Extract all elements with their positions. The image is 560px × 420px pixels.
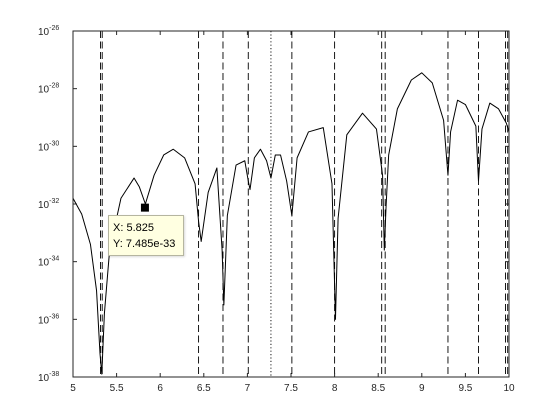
data-tip-y: Y: 7.485e-33	[113, 238, 176, 250]
x-tick-label: 7.5	[284, 383, 298, 394]
y-tick-label: 10-36	[38, 313, 59, 326]
x-tick-label: 5.5	[110, 383, 124, 394]
y-tick-label: 10-28	[38, 83, 59, 96]
x-ticks-group: 5 5.5 6 6.5 7 7.5 8 8.5 9 9.5 10	[70, 31, 515, 394]
x-tick-label: 8	[332, 383, 338, 394]
x-tick-label: 10	[503, 383, 515, 394]
data-marker[interactable]	[140, 203, 149, 212]
x-tick-label: 9	[419, 383, 425, 394]
y-ticks-group: 10-26 10-28 10-30 10-32 10-34 10-36 10-38	[38, 25, 509, 384]
x-tick-label: 9.5	[458, 383, 472, 394]
x-tick-label: 7	[245, 383, 251, 394]
series-group	[72, 72, 510, 375]
y-tick-label: 10-32	[38, 198, 59, 211]
y-tick-label: 10-34	[38, 256, 59, 269]
x-tick-label: 6.5	[197, 383, 211, 394]
y-tick-label: 10-38	[38, 371, 59, 384]
series-line-0	[72, 72, 510, 375]
y-tick-label: 10-26	[38, 25, 59, 38]
marker-group	[140, 203, 149, 212]
plot-area	[73, 31, 509, 377]
x-tick-label: 5	[70, 383, 76, 394]
data-tip-x: X: 5.825	[113, 222, 154, 234]
data-tip[interactable]: X: 5.825 Y: 7.485e-33	[108, 215, 184, 256]
x-tick-label: 8.5	[371, 383, 385, 394]
x-tick-label: 6	[157, 383, 163, 394]
y-tick-label: 10-30	[38, 140, 59, 153]
